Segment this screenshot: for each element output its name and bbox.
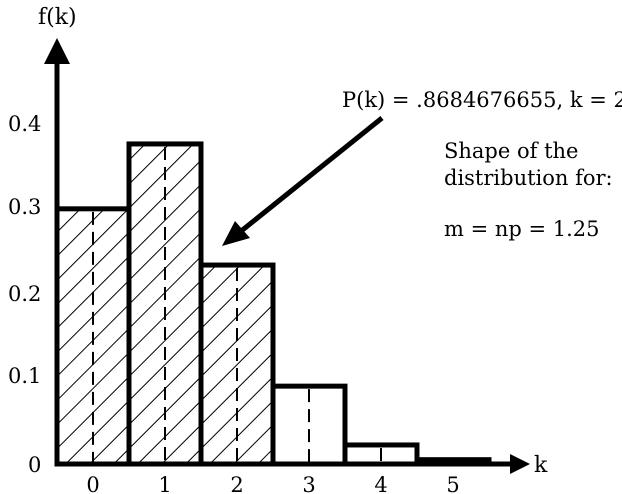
bar-outline-3 (270, 383, 348, 467)
bar-4 (342, 442, 420, 467)
x-tick-5: 5 (446, 473, 459, 494)
bars-group (54, 141, 492, 467)
x-tick-4: 4 (374, 473, 387, 494)
bar-5 (414, 457, 492, 467)
x-axis-arrow-icon (510, 454, 530, 474)
bar-outline-2 (198, 262, 276, 467)
y-tick-0.2: 0.2 (8, 282, 41, 306)
bar-2 (198, 262, 276, 467)
annotation-arrowhead-icon (222, 221, 250, 246)
y-axis-arrow-icon (44, 38, 70, 64)
bar-3 (270, 383, 348, 467)
x-tick-3: 3 (302, 473, 315, 494)
shape-annotation-line2: distribution for: (444, 166, 613, 190)
y-axis-label: f(k) (38, 5, 77, 30)
shape-annotation-line1: Shape of the (444, 139, 578, 163)
x-ticks-group: 0 1 2 3 4 5 (86, 473, 459, 494)
bar-1 (126, 141, 204, 467)
param-annotation: m = np = 1.25 (444, 217, 600, 241)
pk-annotation: P(k) = .8684676655, k = 2 (342, 88, 622, 112)
x-tick-0: 0 (86, 473, 99, 494)
x-axis-label: k (534, 453, 548, 478)
bar-0 (54, 206, 132, 467)
y-tick-0: 0 (28, 453, 41, 477)
x-tick-2: 2 (230, 473, 243, 494)
y-tick-0.3: 0.3 (8, 195, 41, 219)
y-tick-0.4: 0.4 (8, 112, 41, 136)
annotation-arrow-line (238, 116, 384, 234)
y-tick-0.1: 0.1 (8, 364, 41, 388)
x-tick-1: 1 (158, 473, 171, 494)
bar-outline-4 (342, 442, 420, 467)
